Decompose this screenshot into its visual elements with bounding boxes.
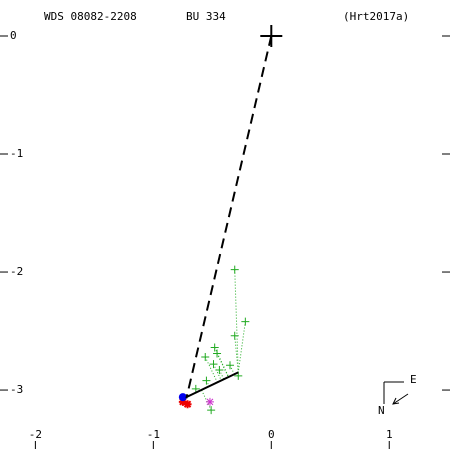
observation bbox=[207, 406, 216, 415]
y-tick-label: -2 bbox=[10, 265, 23, 278]
observation bbox=[226, 361, 235, 370]
observation bbox=[210, 343, 219, 352]
chart-subtitle: BU 334 bbox=[186, 10, 226, 23]
x-tick-label: -2 bbox=[29, 428, 42, 441]
compass bbox=[383, 381, 409, 405]
residual-line bbox=[216, 353, 229, 378]
observation bbox=[213, 349, 222, 358]
observation bbox=[201, 353, 210, 362]
dot-point bbox=[178, 393, 187, 402]
observation bbox=[202, 376, 211, 385]
compass-north: N bbox=[378, 404, 385, 417]
compass-arrow bbox=[392, 393, 409, 405]
residual-line bbox=[229, 365, 235, 375]
chart-title: WDS 08082-2208 bbox=[44, 10, 137, 23]
observation bbox=[215, 365, 224, 374]
compass-east: E bbox=[410, 373, 417, 386]
observation bbox=[241, 317, 250, 326]
residual-line bbox=[201, 389, 212, 411]
y-tick-label: 0 bbox=[10, 29, 17, 42]
dashed-line bbox=[185, 35, 273, 399]
residual-line bbox=[214, 347, 230, 378]
primary-star bbox=[260, 24, 283, 47]
residual-line bbox=[213, 363, 222, 381]
observation bbox=[209, 360, 218, 369]
x-tick-label: -1 bbox=[147, 428, 160, 441]
reference: (Hrt2017a) bbox=[343, 10, 409, 23]
observation bbox=[230, 265, 239, 274]
compass-arrow-head bbox=[392, 397, 400, 405]
y-tick-label: -1 bbox=[10, 147, 23, 160]
residual-line bbox=[205, 380, 210, 387]
x-tick-label: 1 bbox=[386, 428, 393, 441]
orbit-line bbox=[185, 371, 239, 399]
star-point bbox=[178, 397, 187, 406]
residual-line bbox=[234, 269, 239, 373]
residual-line bbox=[237, 321, 246, 373]
asterisk-point bbox=[205, 397, 214, 406]
star-point bbox=[183, 400, 192, 409]
x-tick-label: 0 bbox=[268, 428, 275, 441]
observation bbox=[230, 331, 239, 340]
y-tick-label: -3 bbox=[10, 383, 23, 396]
residual-line bbox=[234, 335, 239, 373]
